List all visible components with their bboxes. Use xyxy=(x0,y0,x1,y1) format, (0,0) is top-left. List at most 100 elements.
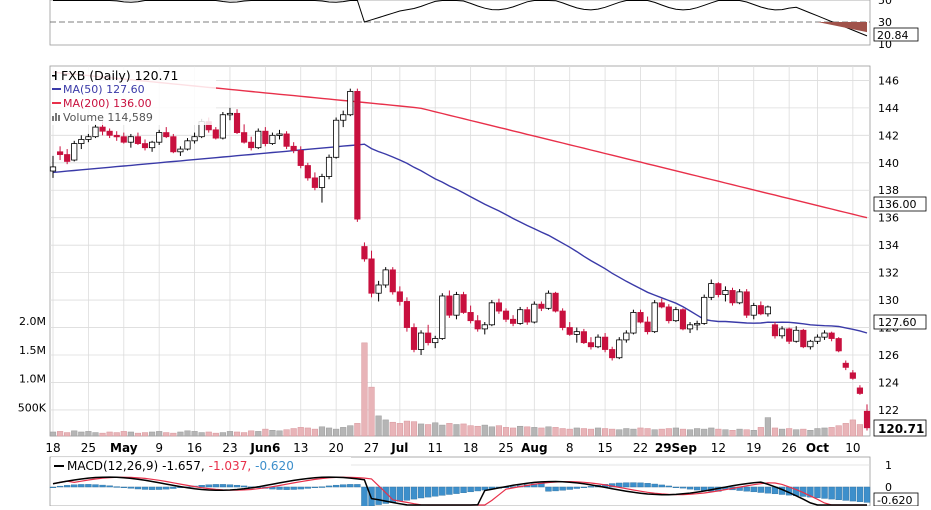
ma50-value-box xyxy=(873,314,927,330)
volume-bar xyxy=(573,427,580,437)
candle-body xyxy=(410,327,418,350)
candle-body xyxy=(814,336,821,342)
candle xyxy=(587,337,595,350)
candle xyxy=(453,291,460,320)
volume-bar xyxy=(347,425,354,437)
macd-hist-bar xyxy=(573,486,580,489)
candle-body xyxy=(764,306,771,315)
x-tick-label: 20 xyxy=(328,441,343,455)
candle xyxy=(141,139,149,151)
candle xyxy=(219,111,226,140)
candle-body xyxy=(347,90,354,116)
volume-bar xyxy=(163,432,170,437)
ma200-value-label: 136.00 xyxy=(873,196,927,212)
volume-bar xyxy=(750,430,757,437)
candle xyxy=(403,297,411,332)
candle-body xyxy=(552,292,559,312)
candle xyxy=(566,322,573,336)
volume-bar xyxy=(78,431,85,437)
close-value-label: 120.71 xyxy=(873,419,927,437)
volume-bar xyxy=(432,422,439,437)
macd-hist-bar xyxy=(616,482,623,488)
volume-tick-label: 1.5M xyxy=(19,344,46,357)
volume-bar xyxy=(439,424,446,437)
legend-ticker-text: FXB (Daily) 120.71 xyxy=(61,68,178,83)
volume-bar xyxy=(425,424,432,437)
candle xyxy=(134,132,142,145)
volume-bar xyxy=(184,430,191,437)
macd-hist-bar xyxy=(212,484,219,488)
candle-body xyxy=(842,362,849,368)
macd-hist-bar xyxy=(552,486,559,492)
macd-hist-bar xyxy=(233,484,241,488)
candle-body xyxy=(375,284,382,294)
volume-bar xyxy=(290,428,297,437)
candle xyxy=(212,127,219,140)
x-tick-label: 23 xyxy=(222,441,237,455)
macd-hist-bar xyxy=(332,484,340,488)
macd-legend-bg xyxy=(51,457,351,473)
macd-hist-bar xyxy=(205,484,212,488)
price-tick-label: 142 xyxy=(878,129,899,142)
volume-bar xyxy=(778,428,786,437)
candle xyxy=(814,334,821,345)
candle xyxy=(49,155,57,178)
candle xyxy=(573,327,580,343)
candle-body xyxy=(524,309,531,323)
ma50-value-text: 127.60 xyxy=(878,316,917,329)
volume-bar xyxy=(85,431,92,437)
macd-hist-bar xyxy=(637,482,644,488)
macd-hist-bar xyxy=(644,483,651,488)
candle-body xyxy=(807,340,814,348)
candle xyxy=(318,173,326,203)
candle xyxy=(417,330,425,355)
candle xyxy=(757,301,764,316)
candle-body xyxy=(318,176,326,188)
macd-hist-bar xyxy=(290,486,297,490)
volume-bar xyxy=(630,428,637,437)
macd-hist-bar xyxy=(311,486,319,489)
x-tick-label: Oct xyxy=(806,441,829,455)
candle xyxy=(85,133,92,143)
volume-bar xyxy=(594,427,602,437)
x-tick-label: Jul xyxy=(390,441,408,455)
candle-body xyxy=(757,305,764,315)
price-legend: FXB (Daily) 120.71 MA(50) 127.60 MA(200)… xyxy=(51,67,216,125)
candle-body xyxy=(849,372,856,379)
volume-bar xyxy=(49,431,57,437)
candle-body xyxy=(262,130,269,144)
volume-bar xyxy=(205,431,212,437)
candle-body xyxy=(304,165,311,179)
ma50-path xyxy=(52,143,868,334)
candle-body xyxy=(127,136,134,143)
candle-body xyxy=(708,283,715,298)
candle xyxy=(120,132,127,144)
macd-hist-bar xyxy=(347,484,354,488)
candle-body xyxy=(665,306,672,322)
x-tick-label: 12 xyxy=(711,441,726,455)
candle-body xyxy=(396,291,403,302)
macd-hist-bar xyxy=(821,486,828,499)
macd-hist-bar xyxy=(417,486,425,499)
macd-hist-bar xyxy=(134,486,142,490)
candle xyxy=(545,290,552,310)
candle xyxy=(488,300,495,327)
volume-bar xyxy=(64,432,71,437)
volume-bar xyxy=(757,427,764,437)
candle-body xyxy=(141,143,149,149)
candle xyxy=(863,404,871,431)
volume-bar xyxy=(771,427,779,437)
volume-bar xyxy=(517,425,524,437)
macd-hist-bar xyxy=(693,486,701,491)
candle-body xyxy=(226,112,234,116)
candle xyxy=(835,337,842,353)
macd-hist-bar xyxy=(361,486,368,507)
candle xyxy=(778,326,786,339)
candle xyxy=(184,138,191,151)
signal-value: -1.037, xyxy=(209,459,252,473)
macd-hist-bar xyxy=(354,484,361,488)
macd-tick-label: 0 xyxy=(885,481,892,494)
volume-bar xyxy=(276,430,283,437)
candle-body xyxy=(786,328,793,342)
